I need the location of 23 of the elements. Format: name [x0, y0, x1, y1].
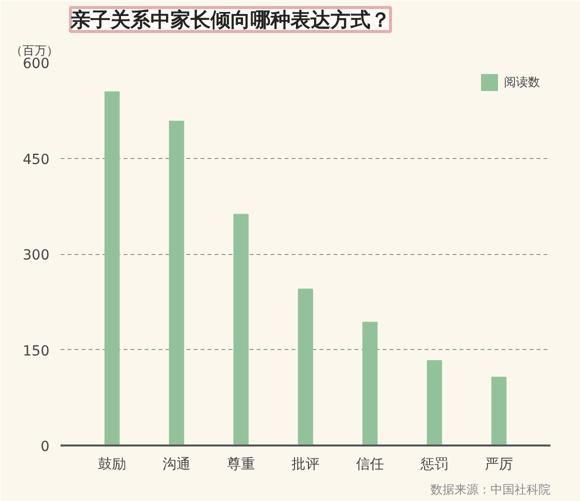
- bar: [233, 214, 249, 446]
- x-tick-label: 信任: [356, 456, 384, 472]
- x-tick-label: 批评: [292, 456, 320, 472]
- x-tick-label: 严厉: [484, 456, 513, 472]
- x-tick-label: 沟通: [162, 456, 191, 472]
- chart-title: 亲子关系中家长倾向哪种表达方式？: [70, 8, 390, 32]
- bar: [362, 322, 378, 446]
- bar: [491, 376, 507, 446]
- legend-label: 阅读数: [504, 74, 540, 90]
- bar: [104, 91, 120, 446]
- bar: [298, 288, 314, 446]
- y-tick-label: 0: [40, 439, 50, 455]
- bar: [168, 120, 184, 446]
- y-tick-label: 150: [22, 343, 50, 360]
- x-tick-label: 惩罚: [419, 456, 448, 472]
- y-axis-title: （百万）: [10, 44, 58, 58]
- source-note: 数据来源：中国社科院: [430, 482, 550, 496]
- y-tick-label: 600: [22, 56, 50, 72]
- bar: [426, 360, 442, 446]
- x-tick-label: 尊重: [227, 456, 256, 472]
- x-tick-label: 鼓励: [98, 456, 126, 472]
- y-tick-label: 450: [22, 152, 50, 168]
- y-tick-label: 300: [22, 248, 50, 264]
